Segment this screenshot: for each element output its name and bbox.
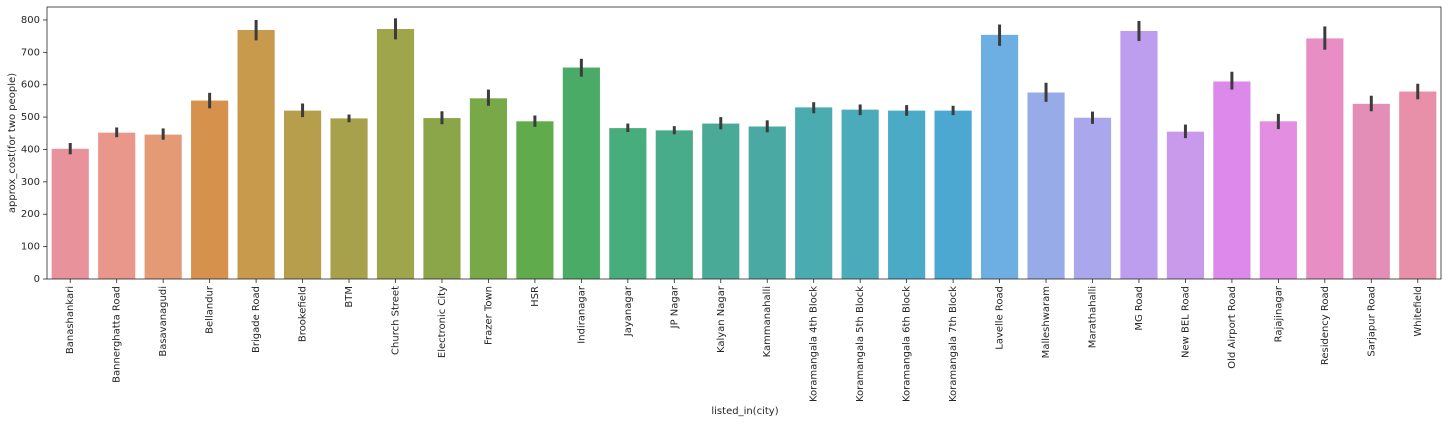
y-tick-label: 0 bbox=[34, 274, 40, 285]
bar-koramangala-7th-block bbox=[934, 110, 972, 280]
bar-church-street bbox=[376, 29, 415, 279]
bar-residency-road bbox=[1306, 38, 1344, 279]
x-tick-label: Bannerghatta Road bbox=[112, 286, 123, 383]
bar-hsr bbox=[516, 121, 554, 279]
y-tick-label: 100 bbox=[21, 242, 40, 253]
x-tick-label: Old Airport Road bbox=[1227, 286, 1238, 369]
x-tick-label: JP Nagar bbox=[669, 285, 680, 329]
bar-old-airport-road bbox=[1213, 81, 1251, 279]
y-tick-label: 700 bbox=[21, 47, 40, 58]
x-tick-label: Koramangala 5th Block bbox=[855, 286, 866, 402]
bar-frazer-town bbox=[469, 98, 508, 279]
bar-electronic-city bbox=[423, 118, 461, 279]
y-tick-label: 200 bbox=[21, 209, 40, 220]
x-tick-label: Bellandur bbox=[205, 285, 216, 334]
x-tick-label: Rajajinagar bbox=[1273, 285, 1284, 342]
x-tick-label: Frazer Town bbox=[483, 286, 494, 345]
x-axis-label: listed_in(city) bbox=[711, 406, 778, 417]
bars-layer bbox=[51, 29, 1437, 280]
x-tick-label: Residency Road bbox=[1320, 286, 1331, 365]
x-tick-label: Brookefield bbox=[298, 286, 309, 342]
x-tick-label: Koramangala 7th Block bbox=[948, 286, 959, 402]
x-tick-label: Whitefield bbox=[1413, 286, 1424, 337]
y-tick-label: 300 bbox=[21, 177, 40, 188]
x-tick-label: Banashankari bbox=[65, 286, 76, 354]
x-tick-label: Malleshwaram bbox=[1041, 286, 1052, 358]
y-axis: 0 100 200 300 400 500 600 700 800 bbox=[21, 15, 47, 285]
error-bars-layer bbox=[68, 18, 1420, 155]
bar-marathahalli bbox=[1073, 117, 1112, 280]
bar-banashankari bbox=[51, 148, 89, 279]
bar-brigade-road bbox=[237, 29, 275, 279]
bar-koramangala-6th-block bbox=[888, 110, 926, 280]
bar-bellandur bbox=[191, 100, 229, 279]
y-tick-label: 400 bbox=[21, 144, 40, 155]
bar-koramangala-5th-block bbox=[841, 109, 879, 280]
x-tick-label: Church Street bbox=[391, 286, 402, 355]
bar-malleshwaram bbox=[1027, 92, 1065, 280]
y-tick-label: 600 bbox=[21, 80, 40, 91]
y-tick-label: 800 bbox=[21, 15, 40, 26]
y-axis-label: approx_cost(for two people) bbox=[7, 73, 18, 213]
bar-rajajinagar bbox=[1259, 121, 1297, 279]
x-tick-label: HSR bbox=[530, 286, 541, 307]
x-tick-label: Koramangala 6th Block bbox=[902, 286, 913, 402]
bar-mg-road bbox=[1120, 30, 1158, 280]
x-tick-label: Brigade Road bbox=[251, 286, 262, 353]
bar-brookefield bbox=[283, 110, 322, 280]
x-tick-label: Basavanagudi bbox=[158, 286, 169, 357]
y-tick-label: 500 bbox=[21, 112, 40, 123]
x-tick-label: Kammanahalli bbox=[762, 286, 773, 357]
bar-bannerghatta-road bbox=[98, 132, 136, 279]
x-tick-label: Sarjapur Road bbox=[1366, 286, 1377, 357]
x-tick-label: Electronic City bbox=[437, 286, 448, 358]
bar-lavelle-road bbox=[980, 34, 1019, 279]
bar-new-bel-road bbox=[1166, 131, 1205, 279]
bar-whitefield bbox=[1399, 91, 1437, 279]
bar-btm bbox=[330, 118, 368, 279]
x-tick-label: Marathahalli bbox=[1088, 286, 1099, 348]
x-tick-label: Indiranagar bbox=[576, 285, 587, 344]
x-tick-label: Jayanagar bbox=[623, 285, 634, 337]
plot-frame bbox=[46, 6, 1442, 280]
x-tick-label: New BEL Road bbox=[1180, 286, 1191, 358]
bar-koramangala-4th-block bbox=[795, 107, 833, 279]
bar-jp-nagar bbox=[655, 130, 693, 279]
x-tick-label: Kalyan Nagar bbox=[716, 285, 727, 353]
x-tick-label: Lavelle Road bbox=[995, 286, 1006, 350]
x-axis: Banashankari Bannerghatta Road Basavanagud… bbox=[65, 279, 1424, 402]
bar-sarjapur-road bbox=[1352, 103, 1390, 279]
bar-indiranagar bbox=[562, 67, 600, 279]
x-tick-label: Koramangala 4th Block bbox=[809, 286, 820, 402]
x-tick-label: BTM bbox=[344, 286, 355, 308]
bar-jayanagar bbox=[609, 128, 647, 279]
bar-kammanahalli bbox=[748, 126, 786, 280]
x-tick-label: MG Road bbox=[1134, 286, 1145, 331]
bar-kalyan-nagar bbox=[702, 123, 740, 279]
bar-basavanagudi bbox=[144, 134, 182, 279]
